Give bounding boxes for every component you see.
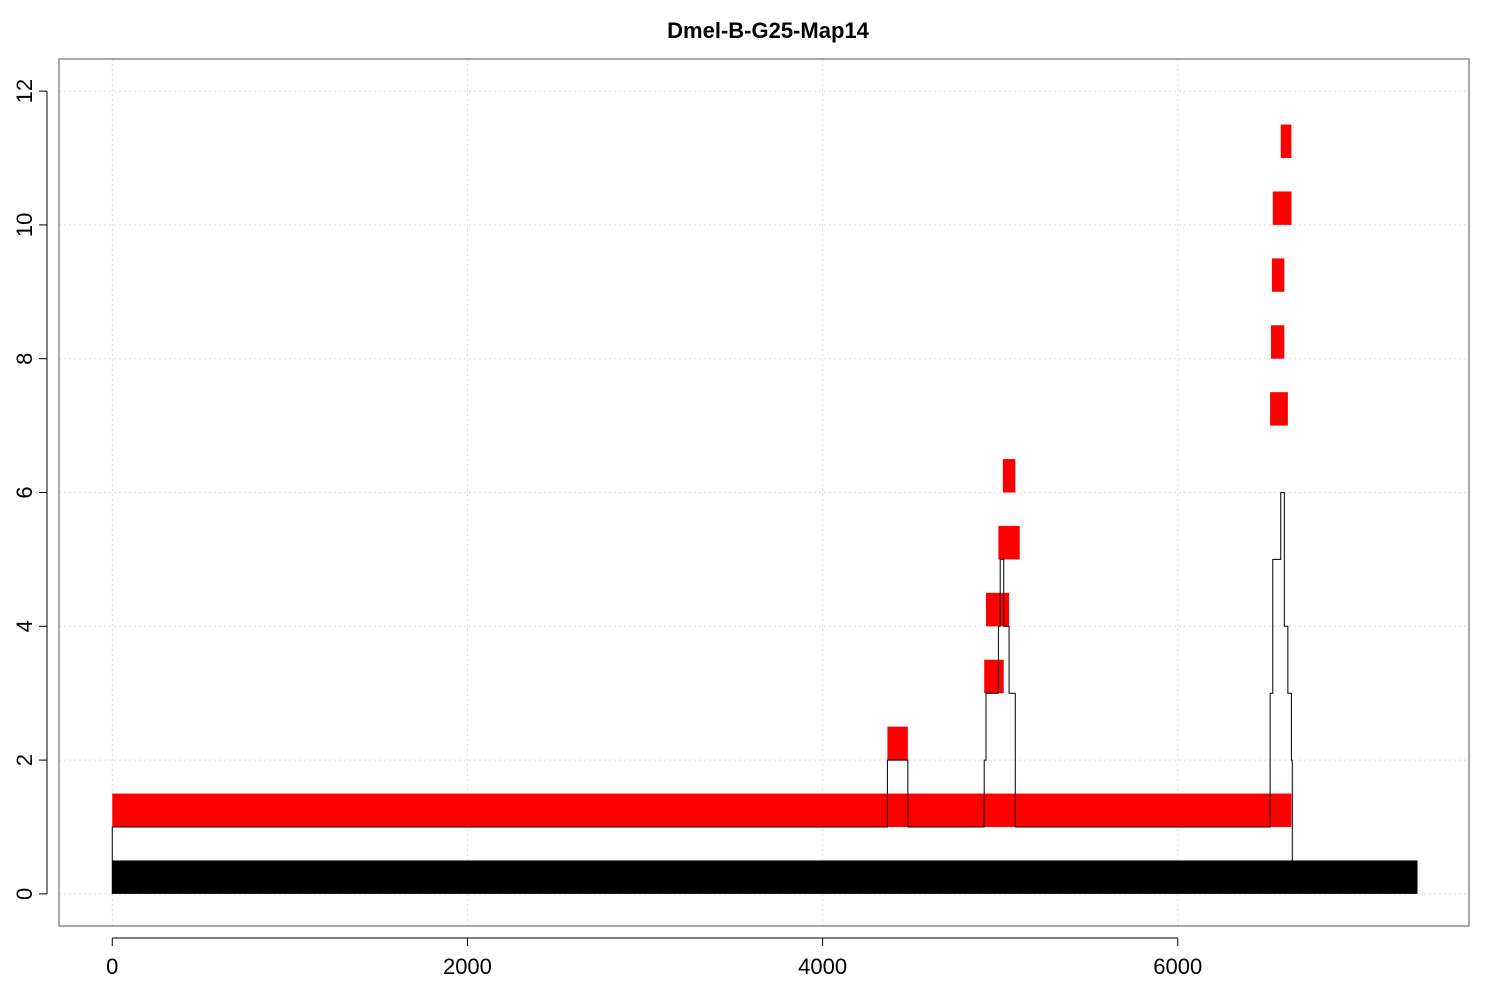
x-tick-label: 4000 xyxy=(798,954,847,979)
read-segment xyxy=(984,659,1004,694)
read-segment xyxy=(985,592,999,627)
y-tick-label: 4 xyxy=(12,620,37,632)
read-segment xyxy=(1271,258,1285,292)
chart-title: Dmel-B-G25-Map14 xyxy=(667,18,869,43)
y-tick-label: 2 xyxy=(12,754,37,766)
grid-lines xyxy=(59,59,1469,926)
y-tick-label: 10 xyxy=(12,213,37,237)
read-segment xyxy=(1270,392,1288,426)
reference-bar xyxy=(112,860,1418,894)
x-tick-label: 0 xyxy=(106,954,118,979)
y-tick-label: 6 xyxy=(12,486,37,498)
plot-frame xyxy=(58,58,1470,927)
axes: 0 2000 4000 6000 0 2 4 6 8 10 12 xyxy=(12,79,1202,979)
read-segment xyxy=(1270,325,1285,359)
read-segment xyxy=(887,726,908,761)
read-segment xyxy=(998,525,1020,560)
data-bars xyxy=(112,124,1418,894)
read-segment xyxy=(1280,124,1292,159)
x-tick-label: 2000 xyxy=(443,954,492,979)
read-segment xyxy=(1002,459,1016,493)
read-segment xyxy=(112,793,1292,827)
y-tick-label: 0 xyxy=(12,888,37,900)
x-tick-label: 6000 xyxy=(1153,954,1202,979)
y-tick-label: 8 xyxy=(12,353,37,365)
y-tick-label: 12 xyxy=(12,79,37,103)
read-segment xyxy=(1272,191,1292,225)
coverage-line xyxy=(111,492,1293,894)
coverage-line-group xyxy=(111,492,1293,894)
